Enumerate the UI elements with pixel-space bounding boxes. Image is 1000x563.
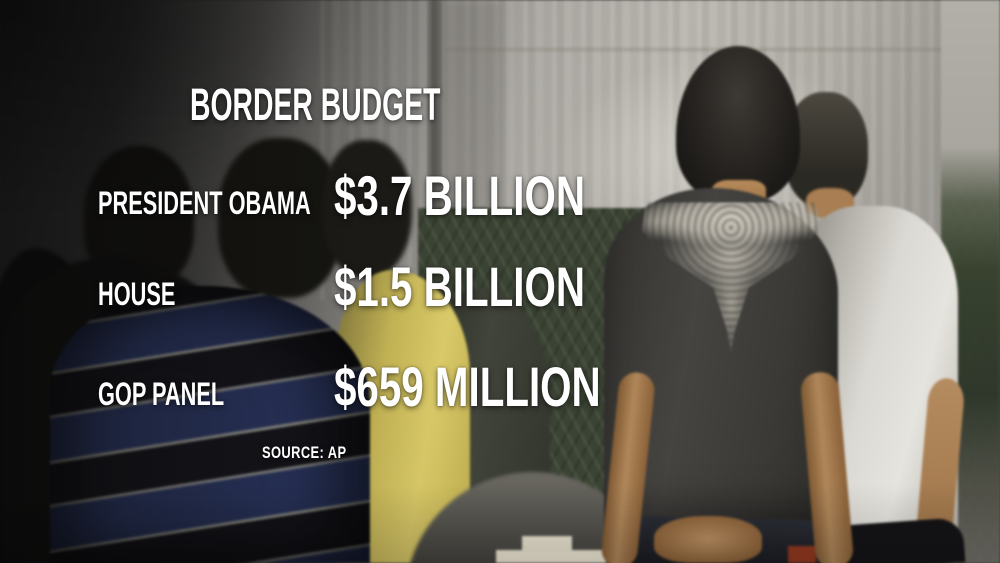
budget-row-value: $3.7 BILLION <box>334 164 585 227</box>
budget-row-label: HOUSE <box>98 276 176 312</box>
budget-row-value: $659 MILLION <box>334 355 601 418</box>
budget-row-house: HOUSE $1.5 BILLION <box>0 257 1000 315</box>
budget-row-value: $1.5 BILLION <box>334 255 585 318</box>
source-attribution: SOURCE: AP <box>262 443 347 462</box>
budget-row-gop-panel: GOP PANEL $659 MILLION <box>0 357 1000 415</box>
budget-row-label: GOP PANEL <box>98 376 225 412</box>
graphic-title: BORDER BUDGET <box>190 79 441 130</box>
budget-row-label: PRESIDENT OBAMA <box>98 185 311 221</box>
budget-row-president-obama: PRESIDENT OBAMA $3.7 BILLION <box>0 166 1000 224</box>
